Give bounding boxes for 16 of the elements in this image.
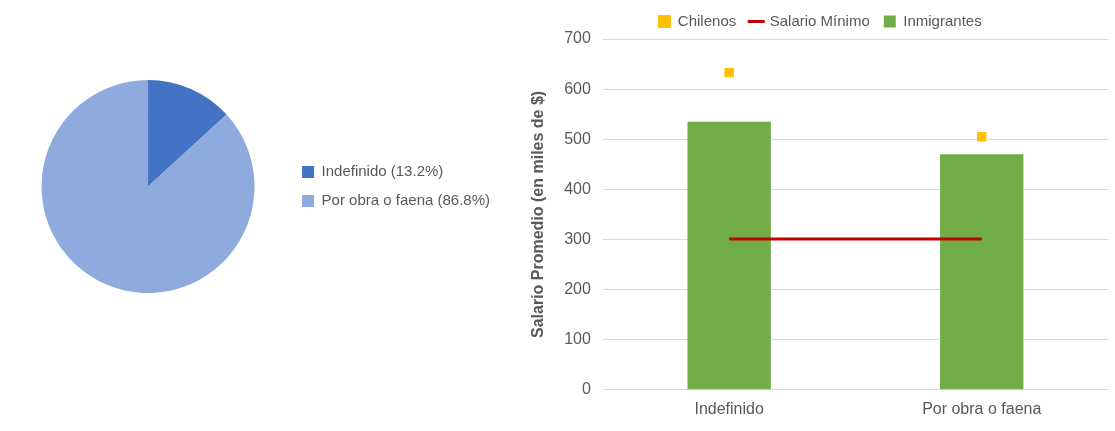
legend-label: Indefinido (13.2%) [321,162,444,180]
y-tick-label: 400 [564,179,591,197]
y-tick-label: 100 [564,330,591,348]
y-tick-label: 500 [564,129,591,147]
legend-label: Por obra o faena (86.8%) [321,191,490,209]
x-tick-label: Indefinido [694,399,764,417]
legend-label: Chilenos [677,11,737,29]
y-tick-label: 700 [564,29,591,47]
y-tick-label: 600 [564,79,591,97]
y-tick-label: 0 [581,380,591,398]
y-tick-label: 300 [564,229,591,247]
legend-label: Salario Mínimo [769,11,870,29]
x-tick-label: Por obra o faena [922,399,1042,417]
y-tick-label: 200 [564,279,591,297]
y-axis-title: Salario Promedio (en miles de $) [529,90,547,338]
legend-label: Inmigrantes [903,11,982,29]
